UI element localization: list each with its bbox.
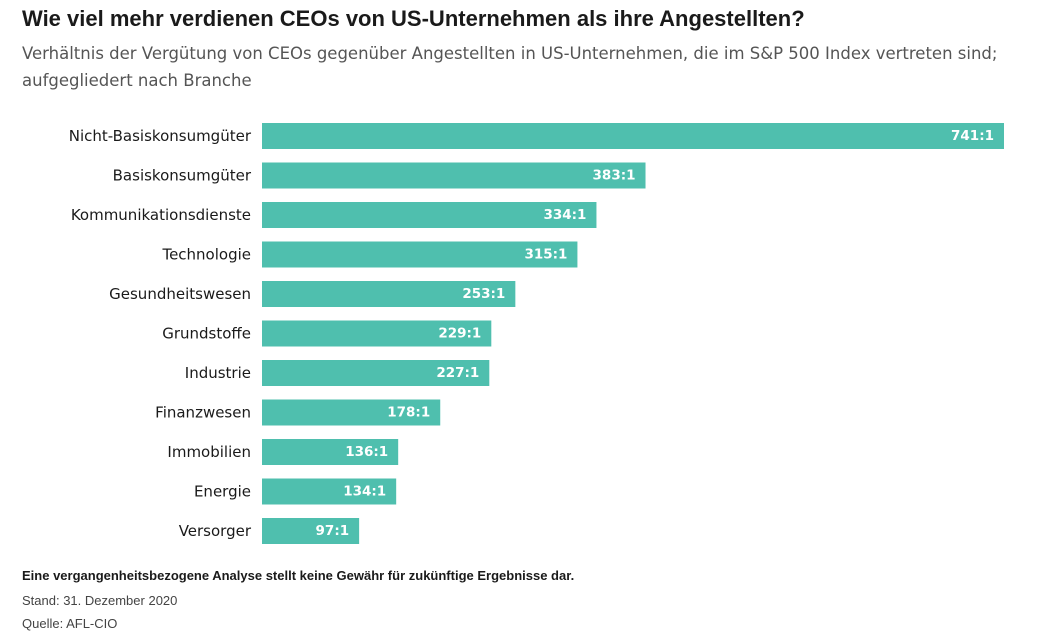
bar	[262, 320, 492, 347]
value-label: 383:1	[593, 168, 636, 184]
value-label: 227:1	[436, 365, 479, 381]
footer-source: Quelle: AFL-CIO	[22, 616, 118, 631]
bar	[262, 399, 441, 426]
chart-subtitle: Verhältnis der Vergütung von CEOs gegenü…	[22, 44, 998, 90]
bar	[262, 241, 578, 268]
value-label: 741:1	[951, 128, 994, 144]
category-label: Versorger	[179, 522, 252, 540]
category-label: Energie	[194, 483, 251, 501]
chart-title: Wie viel mehr verdienen CEOs von US-Unte…	[22, 6, 805, 31]
bar	[262, 518, 360, 544]
value-label: 134:1	[343, 484, 386, 500]
bar	[262, 439, 399, 465]
bar	[262, 360, 490, 386]
value-label: 315:1	[524, 247, 567, 263]
footer-date: Stand: 31. Dezember 2020	[22, 593, 178, 608]
category-label: Gesundheitswesen	[109, 285, 251, 303]
bar	[262, 123, 1004, 149]
category-label: Nicht-Basiskonsumgüter	[69, 127, 252, 145]
category-label: Finanzwesen	[155, 404, 251, 422]
value-label: 229:1	[438, 326, 481, 342]
category-label: Immobilien	[167, 443, 251, 461]
category-label: Grundstoffe	[162, 325, 251, 343]
value-label: 253:1	[462, 286, 505, 302]
value-label: 97:1	[316, 523, 350, 539]
bar-chart: Nicht-Basiskonsumgüter 741:1 Basiskonsumgü…	[69, 123, 1004, 544]
category-label: Technologie	[161, 246, 251, 264]
category-label: Kommunikationsdienste	[71, 206, 251, 224]
bar	[262, 478, 397, 505]
bar	[262, 162, 646, 189]
bar	[262, 202, 597, 228]
bar	[262, 281, 516, 307]
category-label: Basiskonsumgüter	[113, 167, 252, 185]
footer-disclaimer: Eine vergangenheitsbezogene Analyse stel…	[22, 568, 575, 583]
category-label: Industrie	[185, 364, 251, 382]
value-label: 136:1	[345, 444, 388, 460]
value-label: 334:1	[543, 207, 586, 223]
value-label: 178:1	[387, 405, 430, 421]
